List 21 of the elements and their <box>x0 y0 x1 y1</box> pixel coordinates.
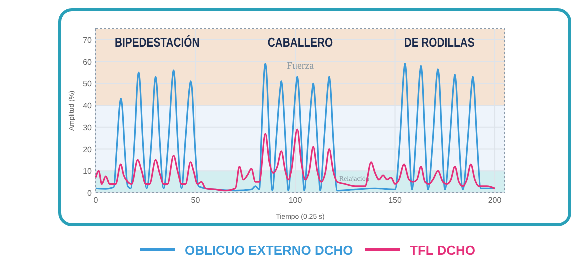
y-tick-label: 0 <box>88 189 93 198</box>
x-tick-label: 50 <box>191 196 201 205</box>
x-tick-label: 100 <box>288 196 303 205</box>
line-series <box>95 128 496 192</box>
y-tick-label: 10 <box>83 167 93 176</box>
y-tick-label: 40 <box>83 102 93 111</box>
annotation: DE RODILLAS <box>404 36 475 50</box>
x-tick-label: 150 <box>388 196 402 205</box>
y-tick-label: 30 <box>83 123 93 132</box>
x-tick-label: 200 <box>488 196 502 205</box>
x-tick-label: 0 <box>94 196 99 205</box>
y-tick-label: 60 <box>83 58 93 67</box>
y-tick-label: 70 <box>83 36 93 45</box>
annotation: BIPEDESTACIÓN <box>114 34 200 50</box>
y-tick-label: 20 <box>83 145 93 154</box>
annotation: CABALLERO <box>268 36 334 50</box>
line-series <box>95 63 496 192</box>
band-label: Fuerza <box>286 61 315 72</box>
legend-label: TFL DCHO <box>410 243 476 258</box>
legend-label: OBLICUO EXTERNO DCHO <box>185 243 354 258</box>
y-tick-label: 50 <box>83 80 93 89</box>
